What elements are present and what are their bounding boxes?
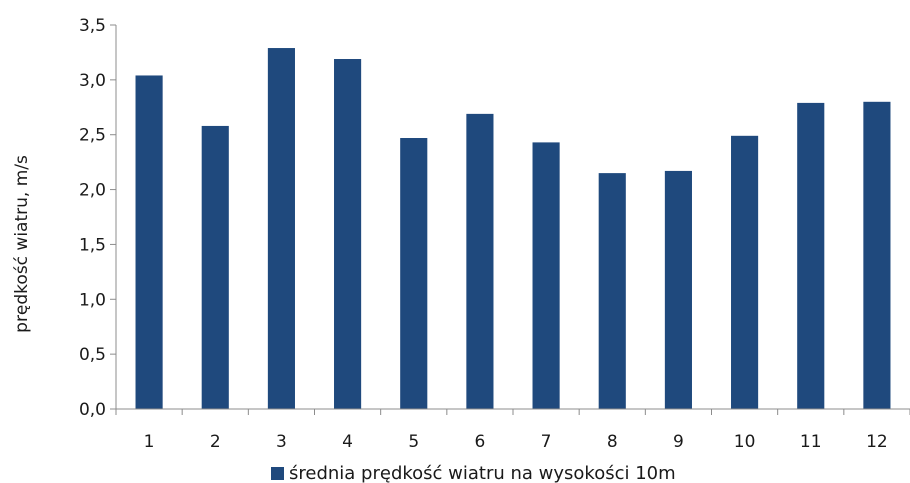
y-tick-label: 3,0 [79,71,106,91]
bar [598,173,626,409]
x-tick-label: 12 [866,432,888,452]
y-tick-label: 3,5 [79,16,106,36]
x-tick-label: 6 [475,432,486,452]
y-tick-label: 2,0 [79,181,106,201]
x-tick-label: 7 [541,432,552,452]
bar [201,125,229,410]
y-tick-label: 0,0 [79,400,106,420]
x-axis-ticks: 1 2 3 4 5 6 7 8 9 10 11 12 [115,409,910,452]
bar [797,102,825,409]
bar [267,48,295,409]
bar [135,75,163,410]
y-tick-label: 0,5 [79,345,106,365]
bar-series [135,48,891,410]
x-tick-label: 5 [408,432,419,452]
y-tick-label: 1,0 [79,290,106,310]
x-tick-label: 2 [210,432,221,452]
y-tick-label: 2,5 [79,126,106,146]
bar [532,142,560,409]
bar [466,113,494,410]
x-tick-label: 8 [607,432,618,452]
legend: średnia prędkość wiatru na wysokości 10m [271,463,676,483]
bar [731,135,759,409]
bar [664,170,692,409]
bar [863,101,891,410]
y-axis-title: prędkość wiatru, m/s [12,155,32,333]
legend-label: średnia prędkość wiatru na wysokości 10m [289,463,676,483]
y-tick-label: 1,5 [79,235,106,255]
x-tick-label: 9 [673,432,684,452]
y-axis-ticks: 0,0 0,5 1,0 1,5 2,0 2,5 3,0 3,5 [79,16,116,420]
x-tick-label: 3 [276,432,287,452]
x-tick-label: 10 [734,432,756,452]
x-tick-label: 11 [800,432,822,452]
x-tick-label: 4 [342,432,353,452]
x-tick-label: 1 [144,432,155,452]
bar [334,59,362,410]
legend-swatch [271,467,284,480]
bar [400,138,428,409]
